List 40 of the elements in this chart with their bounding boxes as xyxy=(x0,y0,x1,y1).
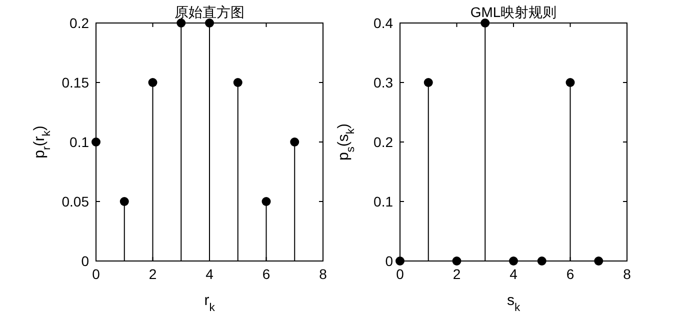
y-tick-label: 0.4 xyxy=(374,15,394,31)
y-tick-label: 0 xyxy=(385,253,394,269)
chart-title: GML映射规则 xyxy=(470,4,557,20)
x-tick-label: 8 xyxy=(623,266,632,282)
y-tick-label: 0.1 xyxy=(70,134,90,150)
point xyxy=(537,256,546,266)
x-tick-label: 0 xyxy=(396,266,404,282)
point xyxy=(452,256,462,266)
y-tick-label: 0.15 xyxy=(62,74,90,90)
point xyxy=(290,138,300,146)
x-tick-label: 4 xyxy=(206,266,214,282)
point xyxy=(262,197,271,206)
x-tick-label: 0 xyxy=(92,266,100,282)
point xyxy=(424,78,433,87)
point xyxy=(594,256,604,266)
x-tick-label: 6 xyxy=(566,266,574,282)
x-tick-label: 2 xyxy=(452,266,461,282)
point xyxy=(480,18,490,28)
y-tick-label: 0.2 xyxy=(70,15,90,31)
y-tick-label: 0 xyxy=(81,253,90,269)
y-tick-label: 0.2 xyxy=(374,134,394,150)
chart-title: 原始直方图 xyxy=(174,4,244,20)
y-tick-label: 0.1 xyxy=(374,194,394,210)
point xyxy=(92,138,100,146)
x-axis-title: s$_{k}$ xyxy=(506,292,520,314)
y-tick-label: 0.3 xyxy=(374,74,394,90)
point xyxy=(396,256,404,266)
x-tick-label: 2 xyxy=(148,266,157,282)
point xyxy=(509,256,518,266)
x-tick-label: 6 xyxy=(262,266,270,282)
point xyxy=(205,18,214,28)
x-axis-title: r$_{k}$ xyxy=(204,292,216,314)
point xyxy=(176,18,186,28)
y-tick-label: 0.05 xyxy=(62,194,90,210)
point xyxy=(233,78,242,87)
point xyxy=(148,78,158,87)
x-tick-label: 4 xyxy=(510,266,518,282)
x-tick-label: 8 xyxy=(319,266,328,282)
point xyxy=(120,197,129,206)
point xyxy=(566,78,575,87)
